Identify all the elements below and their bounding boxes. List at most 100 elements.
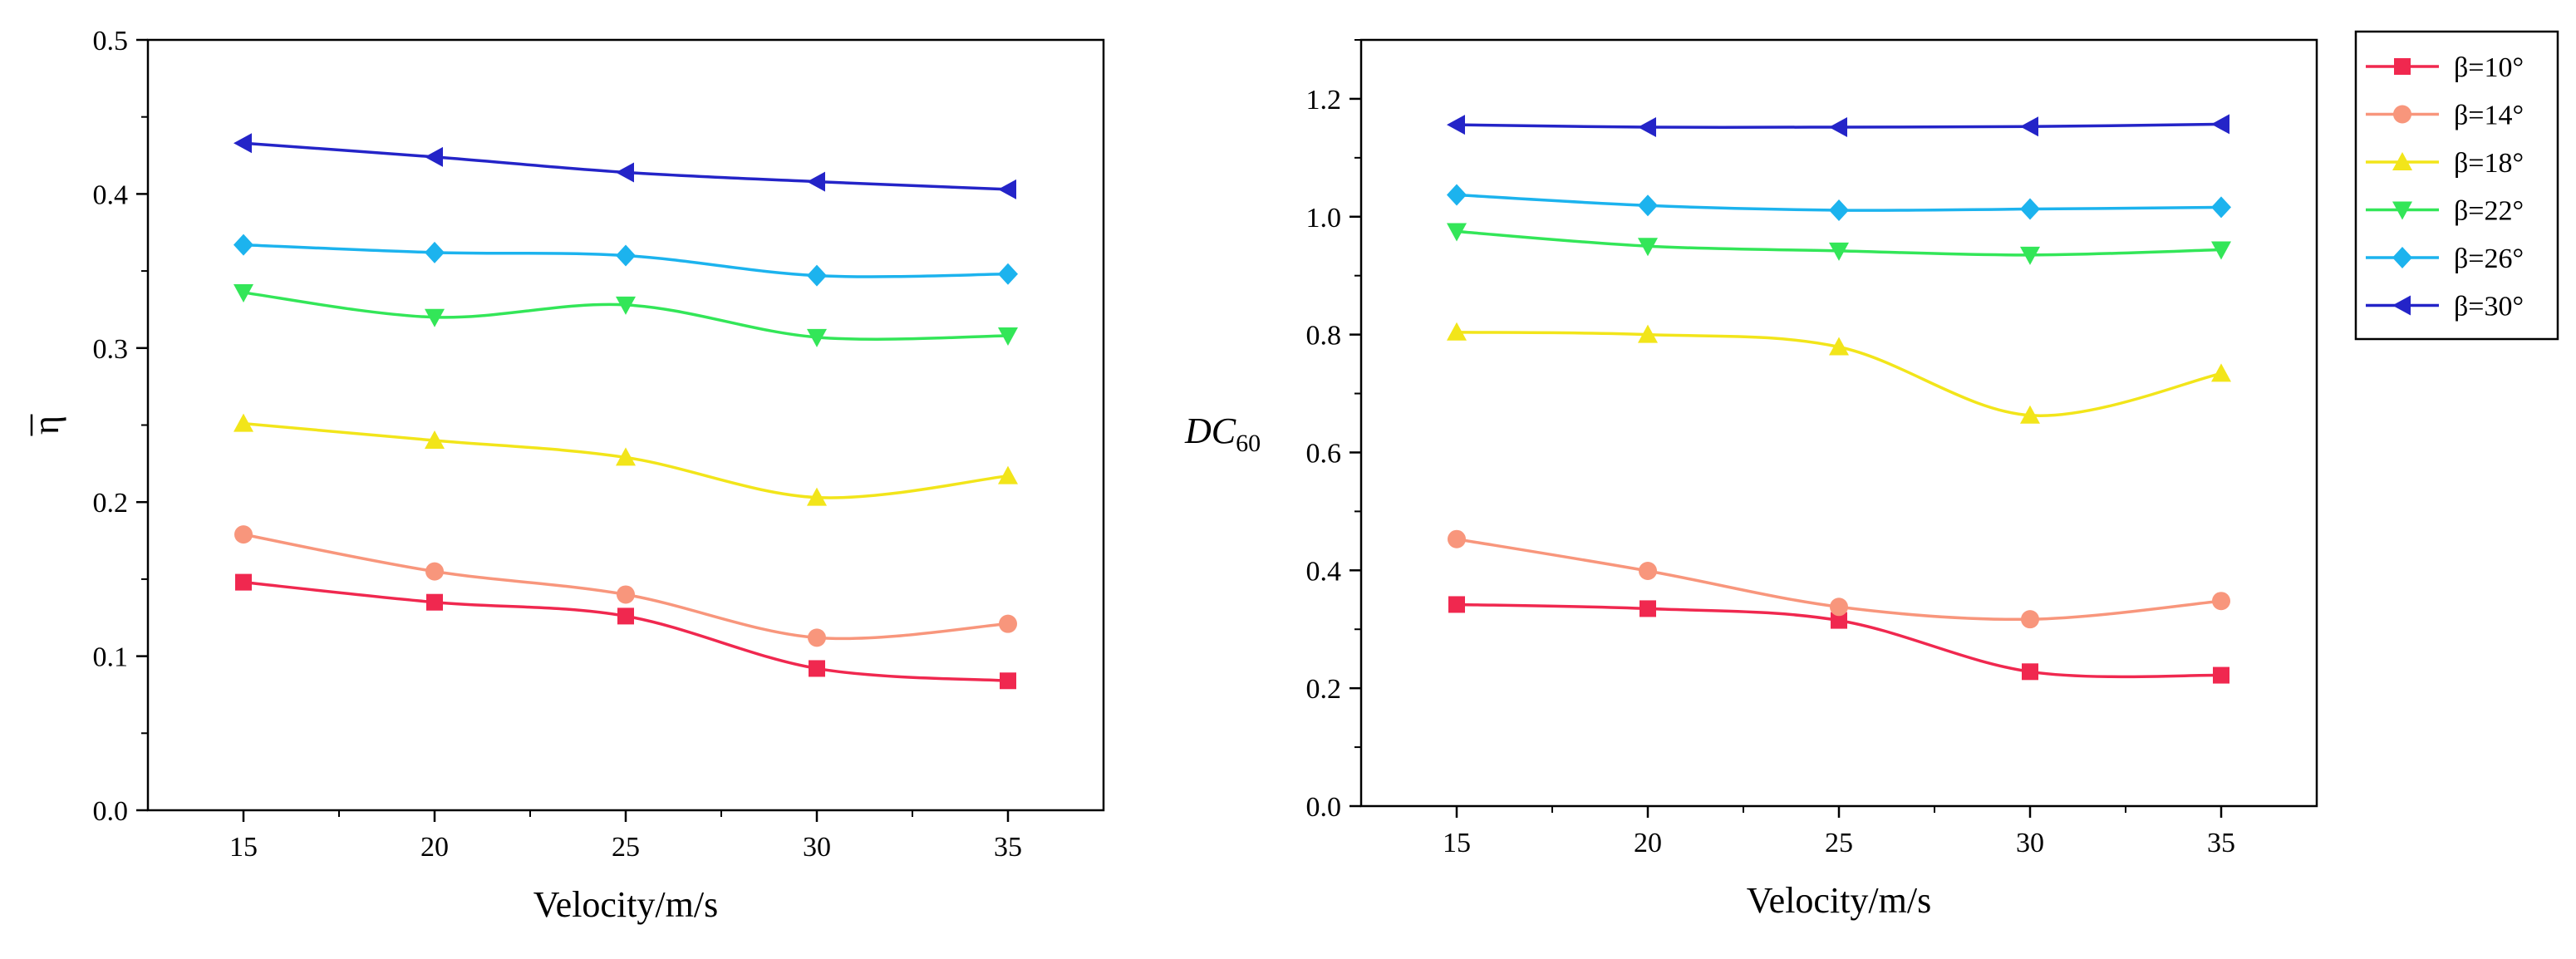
y-tick-label: 0.8	[1306, 321, 1342, 352]
legend-label: β=26°	[2454, 243, 2524, 274]
y-tick-label: 0.0	[1306, 792, 1342, 823]
series-3	[234, 284, 1018, 347]
data-point	[1638, 238, 1658, 257]
series-1	[1448, 529, 2230, 629]
data-point	[617, 607, 634, 625]
data-point	[2211, 114, 2229, 135]
data-point	[807, 264, 827, 287]
plot-frame	[146, 38, 1105, 812]
data-point	[1831, 612, 1847, 629]
data-point	[235, 573, 252, 591]
legend-marker	[2393, 105, 2411, 124]
data-point	[2211, 241, 2231, 260]
legend-entry: β=18°	[2366, 148, 2524, 179]
data-point	[809, 660, 825, 677]
legend-label: β=14°	[2454, 101, 2524, 131]
data-point	[807, 487, 827, 506]
data-point	[998, 263, 1018, 285]
legend-marker	[2392, 247, 2412, 268]
data-point	[999, 614, 1017, 633]
legend-entry: β=10°	[2366, 52, 2524, 83]
data-point	[425, 146, 443, 167]
data-point	[1639, 562, 1657, 581]
y-axis-title: η	[26, 416, 66, 435]
x-tick-label: 30	[2016, 828, 2044, 858]
data-point	[2211, 363, 2231, 382]
data-point	[1638, 116, 1656, 137]
data-point	[2020, 405, 2040, 424]
data-point	[1447, 322, 1467, 341]
x-tick-label: 25	[612, 832, 640, 863]
data-point	[2020, 198, 2040, 220]
series-1	[234, 525, 1017, 647]
data-point	[616, 447, 636, 466]
x-axis-title: Velocity/m/s	[533, 884, 718, 925]
legend-entry: β=22°	[2366, 196, 2524, 227]
legend-entry: β=14°	[2366, 101, 2524, 131]
legend-entry: β=26°	[2366, 243, 2524, 274]
data-point	[998, 327, 1018, 346]
data-point	[1829, 337, 1849, 356]
y-tick-label: 0.0	[93, 796, 129, 827]
legend-marker	[2392, 295, 2411, 316]
data-point	[807, 171, 825, 192]
legend-marker	[2392, 152, 2412, 170]
y-tick-label: 0.4	[1306, 556, 1342, 587]
legend-entry: β=30°	[2366, 292, 2524, 322]
series-0	[1448, 596, 2229, 684]
series-5	[234, 133, 1016, 199]
data-point	[616, 162, 634, 183]
data-point	[234, 413, 253, 432]
y-tick-label: 0.1	[93, 642, 129, 673]
data-point	[425, 430, 445, 450]
data-point	[234, 234, 253, 256]
data-point	[425, 562, 444, 581]
x-tick-label: 35	[2207, 828, 2235, 858]
data-point	[2211, 196, 2231, 219]
data-point	[2022, 663, 2038, 681]
data-point	[1829, 242, 1849, 261]
series-0	[235, 573, 1016, 690]
x-tick-label: 20	[1634, 828, 1662, 858]
data-point	[2021, 610, 2039, 629]
legend-label: β=10°	[2454, 52, 2524, 83]
data-point	[1830, 598, 1848, 617]
data-point	[1447, 223, 1467, 242]
data-point	[616, 296, 636, 315]
y-axis-title: DC60	[1184, 411, 1261, 457]
x-tick-label: 15	[1443, 828, 1471, 858]
data-point	[234, 284, 253, 303]
y-tick-label: 0.2	[1306, 674, 1342, 705]
data-point	[617, 585, 635, 604]
x-tick-label: 30	[803, 832, 831, 863]
data-point	[998, 179, 1016, 199]
data-point	[808, 628, 826, 647]
data-point	[234, 133, 252, 154]
series-4	[234, 234, 1018, 287]
plot-frame	[1359, 38, 2318, 808]
data-point	[1638, 324, 1658, 343]
data-point	[2020, 116, 2038, 137]
data-point	[1639, 600, 1656, 617]
series-3	[1447, 223, 2231, 265]
y-tick-label: 0.2	[93, 488, 129, 519]
data-point	[1000, 672, 1016, 690]
data-point	[1638, 194, 1658, 217]
legend: β=10° β=14° β=18° β=22° β=26° β=30°	[2354, 30, 2559, 341]
data-point	[425, 241, 445, 263]
data-point	[998, 465, 1018, 484]
series-2	[1447, 322, 2231, 424]
y-tick-label: 1.0	[1306, 203, 1342, 234]
data-point	[2213, 666, 2229, 684]
data-point	[2212, 592, 2230, 611]
x-tick-label: 15	[229, 832, 258, 863]
x-tick-label: 25	[1825, 828, 1853, 858]
y-tick-label: 0.5	[93, 26, 129, 57]
data-point	[1447, 115, 1465, 135]
data-point	[426, 593, 443, 611]
series-5	[1447, 114, 2229, 137]
data-point	[807, 328, 827, 347]
y-tick-label: 0.4	[93, 180, 129, 210]
y-tick-label: 1.2	[1306, 85, 1342, 116]
